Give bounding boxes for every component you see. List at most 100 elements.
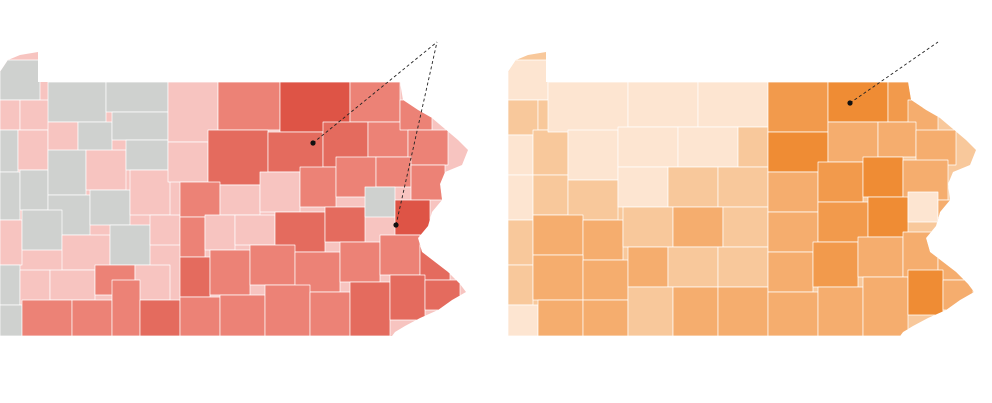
- county-region: [179, 256, 211, 298]
- county-region: [627, 246, 669, 288]
- county-region: [817, 201, 869, 243]
- county-region: [207, 129, 269, 186]
- county-region: [827, 121, 879, 163]
- county-region: [567, 179, 619, 221]
- county-region: [532, 129, 569, 176]
- county-region: [937, 199, 964, 236]
- county-region: [737, 126, 769, 168]
- county-marker: [310, 140, 316, 146]
- county-region: [508, 174, 534, 221]
- county-region: [179, 216, 206, 258]
- county-region: [77, 121, 113, 153]
- county-region: [508, 134, 534, 176]
- county-region: [410, 164, 446, 201]
- county-region: [767, 251, 814, 293]
- county-region: [89, 189, 131, 226]
- county-region: [129, 169, 171, 216]
- county-region: [582, 259, 629, 301]
- county-region: [339, 241, 381, 283]
- county-region: [582, 299, 629, 336]
- county-region: [21, 209, 63, 251]
- county-region: [677, 126, 739, 168]
- county-region: [219, 294, 266, 336]
- county-region: [617, 126, 679, 168]
- right-map: [508, 41, 976, 336]
- county-region: [204, 214, 236, 251]
- county-region: [179, 181, 221, 218]
- county-region: [109, 224, 151, 266]
- county-region: [407, 129, 449, 166]
- county-region: [0, 171, 21, 221]
- county-region: [19, 99, 51, 131]
- callout-leader-line: [849, 41, 939, 104]
- county-region: [767, 291, 819, 336]
- county-region: [21, 299, 73, 336]
- county-region: [209, 249, 251, 296]
- county-region: [508, 99, 539, 136]
- county-region: [697, 81, 769, 128]
- county-region: [508, 304, 539, 336]
- county-region: [71, 299, 113, 336]
- county-region: [364, 186, 396, 218]
- county-region: [134, 264, 171, 301]
- county-marker: [393, 222, 399, 228]
- county-region: [179, 296, 221, 336]
- county-region: [667, 166, 719, 208]
- county-region: [582, 219, 624, 261]
- left-map: [0, 41, 468, 336]
- county-region: [349, 281, 391, 336]
- county-region: [532, 254, 584, 301]
- county-region: [217, 81, 281, 131]
- county-region: [857, 236, 904, 278]
- county-region: [19, 169, 49, 211]
- county-region: [862, 276, 909, 336]
- county-region: [862, 156, 904, 198]
- county-region: [424, 279, 461, 311]
- county-region: [0, 129, 19, 173]
- county-region: [508, 264, 534, 306]
- county-region: [942, 279, 974, 311]
- county-region: [234, 214, 276, 246]
- county-region: [0, 304, 23, 336]
- county-region: [0, 59, 41, 101]
- county-marker: [847, 100, 853, 106]
- county-region: [267, 131, 324, 173]
- county-region: [547, 81, 629, 133]
- callout-leader-line: [312, 41, 438, 144]
- county-region: [0, 264, 21, 306]
- county-region: [324, 206, 366, 243]
- county-region: [907, 269, 944, 316]
- county-region: [0, 99, 21, 131]
- county-region: [672, 206, 724, 248]
- county-region: [627, 286, 674, 336]
- county-region: [722, 206, 769, 248]
- county-region: [867, 196, 909, 238]
- callout-leader-line: [395, 41, 438, 226]
- county-region: [877, 121, 917, 158]
- county-region: [667, 246, 719, 288]
- county-region: [622, 206, 674, 248]
- county-region: [812, 241, 859, 288]
- county-region: [717, 286, 769, 336]
- county-region: [167, 141, 209, 183]
- county-region: [617, 166, 669, 208]
- county-region: [399, 99, 433, 131]
- county-region: [125, 139, 169, 171]
- county-region: [105, 81, 169, 113]
- county-region: [249, 244, 296, 286]
- county-region: [767, 81, 829, 133]
- county-region: [817, 161, 864, 203]
- county-region: [375, 156, 412, 188]
- county-region: [0, 219, 23, 266]
- county-region: [907, 191, 939, 223]
- county-region: [259, 171, 301, 213]
- county-region: [49, 269, 96, 301]
- county-region: [532, 214, 584, 256]
- county-region: [349, 81, 401, 123]
- county-region: [537, 299, 584, 336]
- county-region: [915, 129, 957, 166]
- county-region: [817, 286, 864, 336]
- county-region: [299, 166, 337, 208]
